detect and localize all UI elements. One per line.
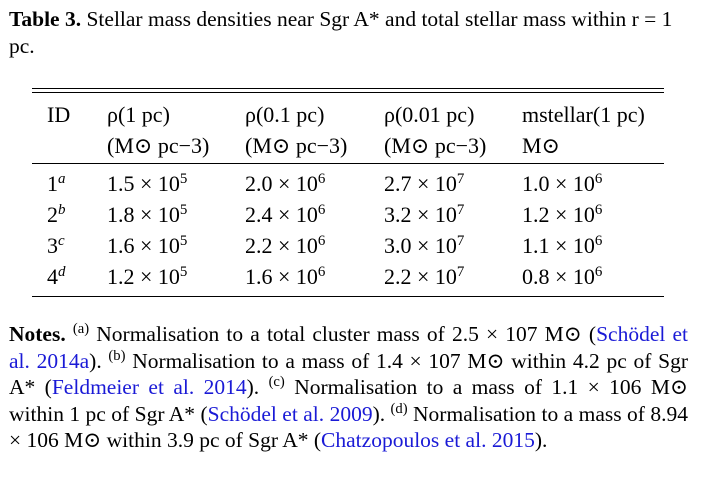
row-id: 1a: [47, 170, 66, 196]
row-rho-001pc: 2.2 × 107: [384, 263, 465, 289]
row-mstellar: 1.2 × 106: [522, 201, 603, 227]
table-top-rule: [32, 88, 664, 89]
row-rho-1pc: 1.5 × 105: [107, 170, 188, 196]
table-notes: Notes. (a) Normalisation to a total clus…: [9, 320, 689, 453]
note-d-text: Normalisation to a mass of 8.94 × 106 M⊙…: [9, 401, 688, 453]
row-id: 3c: [47, 232, 65, 258]
row-rho-01pc: 2.2 × 106: [245, 232, 326, 258]
note-c-text: Normalisation to a mass of 1.1 × 106 M⊙ …: [9, 375, 688, 426]
row-rho-01pc: 2.4 × 106: [245, 201, 326, 227]
table-caption: Table 3. Stellar mass densities near Sgr…: [9, 6, 699, 60]
header-id: ID: [47, 102, 71, 127]
ref-feldmeier-2014-link[interactable]: Feldmeier et al. 2014: [51, 375, 247, 399]
ref-schodel-2009-link[interactable]: Schödel et al. 2009: [207, 401, 373, 426]
row-rho-1pc: 1.2 × 105: [107, 263, 188, 289]
header-rho-001pc-unit: (M⊙ pc−3): [384, 133, 487, 158]
row-rho-001pc: 3.0 × 107: [384, 232, 465, 258]
row-mstellar: 0.8 × 106: [522, 263, 603, 289]
row-rho-1pc: 1.6 × 105: [107, 232, 188, 258]
row-rho-01pc: 1.6 × 106: [245, 263, 326, 289]
note-b-text: Normalisation to a mass of 1.4 × 107 M⊙ …: [9, 348, 688, 400]
row-id: 2b: [47, 201, 66, 227]
ref-chatzopoulos-2015-link[interactable]: Chatzopoulos et al. 2015: [321, 428, 535, 452]
caption-label: Table 3.: [9, 7, 82, 31]
table-header-rule: [32, 163, 664, 164]
note-c-marker: (c): [268, 373, 285, 390]
row-rho-1pc: 1.8 × 105: [107, 201, 188, 227]
row-id: 4d: [47, 263, 66, 289]
note-a-marker: (a): [72, 320, 90, 337]
note-d-marker: (d): [390, 400, 408, 417]
header-rho-01pc-unit: (M⊙ pc−3): [245, 133, 348, 158]
row-rho-001pc: 2.7 × 107: [384, 170, 465, 196]
header-rho-1pc: ρ(1 pc): [107, 102, 170, 127]
table-top-rule-double: [32, 92, 664, 93]
ref-schodel-2014a-link[interactable]: Schödel et al. 2014a: [9, 322, 689, 373]
table-bottom-rule: [32, 296, 664, 297]
note-b-marker: (b): [108, 347, 126, 364]
header-mstellar: mstellar(1 pc): [522, 102, 645, 127]
row-mstellar: 1.1 × 106: [522, 232, 603, 258]
header-rho-1pc-unit: (M⊙ pc−3): [107, 133, 210, 158]
row-rho-001pc: 3.2 × 107: [384, 201, 465, 227]
row-mstellar: 1.0 × 106: [522, 170, 603, 196]
header-rho-001pc: ρ(0.01 pc): [384, 102, 475, 127]
header-mstellar-unit: M⊙: [522, 133, 560, 158]
row-rho-01pc: 2.0 × 106: [245, 170, 326, 196]
note-a-text: Normalisation to a total cluster mass of…: [96, 322, 582, 346]
header-rho-01pc: ρ(0.1 pc): [245, 102, 325, 127]
notes-label: Notes.: [9, 322, 66, 346]
caption-text: Stellar mass densities near Sgr A* and t…: [9, 7, 673, 58]
